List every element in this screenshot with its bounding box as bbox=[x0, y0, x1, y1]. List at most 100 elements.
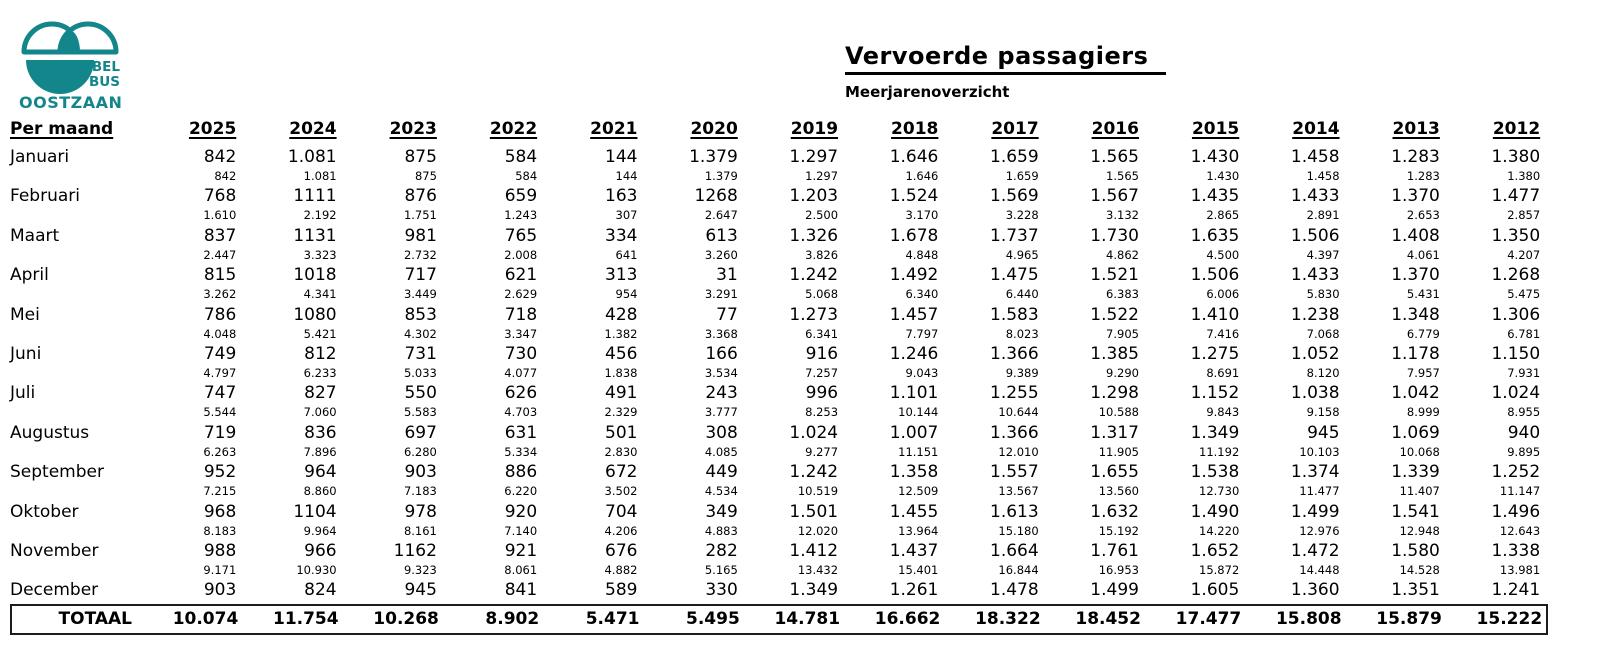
year-header: 2014 bbox=[1292, 119, 1340, 139]
value-cell: 1.360 bbox=[1290, 580, 1340, 601]
cumulative-cell: 3.826 bbox=[805, 247, 839, 262]
logo-text-bus: BUS bbox=[89, 74, 120, 90]
cumulative-cell: 11.905 bbox=[1098, 444, 1139, 459]
value-cell: 1.659 bbox=[990, 147, 1039, 167]
value-cell: 1.024 bbox=[1491, 383, 1541, 404]
cumulative-cell: 4.061 bbox=[1406, 247, 1440, 262]
value-cell: 824 bbox=[304, 580, 337, 601]
value-cell: 1.632 bbox=[1090, 501, 1139, 522]
month-row: Juni 749 812 731 730 456 166 916 1.246 1.366 1.385… bbox=[10, 342, 1548, 367]
total-value-cell: 11.754 bbox=[272, 609, 339, 630]
value-cell: 308 bbox=[705, 422, 738, 443]
cumulative-spacer bbox=[10, 288, 140, 302]
cumulative-spacer bbox=[10, 367, 140, 381]
cumulative-cell: 16.844 bbox=[998, 562, 1039, 577]
total-value-cell: 17.477 bbox=[1175, 609, 1242, 630]
cumulative-cell: 12.948 bbox=[1399, 523, 1440, 538]
value-cell: 747 bbox=[203, 383, 237, 404]
cumulative-cell: 5.421 bbox=[303, 326, 337, 341]
cumulative-row: 3.262 4.341 3.449 2.629 954 3.291 5.068 6.340 6.… bbox=[10, 288, 1548, 302]
cumulative-cell: 10.103 bbox=[1299, 444, 1340, 459]
value-cell: 1.242 bbox=[789, 265, 839, 286]
value-cell: 964 bbox=[304, 462, 337, 483]
value-cell: 1.350 bbox=[1491, 225, 1541, 246]
cumulative-spacer bbox=[10, 485, 140, 499]
value-cell: 903 bbox=[203, 580, 237, 601]
value-cell: 1.455 bbox=[889, 501, 939, 522]
value-cell: 1.565 bbox=[1090, 147, 1139, 167]
value-cell: 1.380 bbox=[1491, 147, 1541, 167]
total-value-cell: 10.074 bbox=[172, 609, 239, 630]
value-cell: 1.042 bbox=[1391, 383, 1440, 404]
value-cell: 875 bbox=[404, 147, 437, 167]
year-header: 2013 bbox=[1392, 119, 1440, 139]
value-cell: 1.298 bbox=[1090, 383, 1139, 404]
cumulative-cell: 2.647 bbox=[704, 208, 738, 223]
value-cell: 1.351 bbox=[1391, 580, 1440, 601]
value-cell: 1111 bbox=[293, 186, 337, 207]
value-cell: 1.255 bbox=[990, 383, 1039, 404]
year-header: 2015 bbox=[1191, 119, 1240, 139]
month-row: Maart 837 1131 981 765 334 613 1.326 1.678 1.737 1… bbox=[10, 224, 1548, 249]
value-cell: 719 bbox=[203, 422, 237, 443]
cumulative-cell: 4.965 bbox=[1005, 247, 1039, 262]
value-cell: 282 bbox=[705, 540, 738, 561]
year-header: 2018 bbox=[891, 119, 939, 139]
title-block: Vervoerde passagiers Meerjarenoverzicht bbox=[845, 42, 1167, 101]
cumulative-cell: 12.643 bbox=[1499, 523, 1541, 538]
value-cell: 1.477 bbox=[1491, 186, 1541, 207]
value-cell: 1080 bbox=[293, 304, 337, 325]
month-label: September bbox=[10, 462, 104, 483]
total-value-cell: 5.495 bbox=[686, 609, 740, 630]
cumulative-cell: 1.659 bbox=[1005, 169, 1039, 183]
total-value-cell: 14.781 bbox=[774, 609, 841, 630]
value-cell: 1.241 bbox=[1491, 580, 1541, 601]
cumulative-cell: 13.567 bbox=[998, 484, 1039, 499]
cumulative-cell: 9.895 bbox=[1507, 444, 1541, 459]
value-cell: 1.506 bbox=[1290, 225, 1340, 246]
cumulative-cell: 4.883 bbox=[704, 523, 738, 538]
total-value-cell: 18.452 bbox=[1075, 609, 1141, 630]
value-cell: 1.652 bbox=[1190, 540, 1240, 561]
cumulative-cell: 13.560 bbox=[1098, 484, 1139, 499]
value-cell: 717 bbox=[404, 265, 437, 286]
cumulative-cell: 5.544 bbox=[203, 405, 237, 420]
value-cell: 1.522 bbox=[1090, 304, 1139, 325]
cumulative-cell: 3.368 bbox=[704, 326, 738, 341]
cumulative-cell: 842 bbox=[214, 169, 237, 183]
value-cell: 349 bbox=[705, 501, 738, 522]
value-cell: 243 bbox=[705, 383, 738, 404]
total-value-cell: 16.662 bbox=[874, 609, 941, 630]
value-cell: 1104 bbox=[293, 501, 337, 522]
cumulative-cell: 2.891 bbox=[1306, 208, 1340, 223]
cumulative-cell: 7.183 bbox=[403, 484, 437, 499]
cumulative-cell: 1.297 bbox=[805, 169, 839, 183]
cumulative-cell: 1.379 bbox=[704, 169, 738, 183]
month-row: September 952 964 903 886 672 449 1.242 1.358 1.5… bbox=[10, 460, 1548, 485]
value-cell: 1.203 bbox=[789, 186, 839, 207]
total-value-cell: 18.322 bbox=[975, 609, 1041, 630]
value-cell: 812 bbox=[304, 343, 337, 364]
cumulative-cell: 6.340 bbox=[905, 287, 939, 302]
value-cell: 988 bbox=[203, 540, 237, 561]
cumulative-cell: 12.509 bbox=[898, 484, 939, 499]
year-header: 2023 bbox=[389, 119, 437, 139]
belbus-oostzaan-logo: BEL BUS OOSTZAAN bbox=[18, 8, 124, 112]
value-cell: 1.541 bbox=[1391, 501, 1440, 522]
value-cell: 1.635 bbox=[1190, 225, 1240, 246]
value-cell: 1.349 bbox=[1190, 422, 1240, 443]
month-row: Januari 842 1.081 875 584 144 1.379 1.297 1.646 1… bbox=[10, 145, 1548, 170]
value-cell: 841 bbox=[504, 580, 538, 601]
value-cell: 1.730 bbox=[1090, 225, 1139, 246]
value-cell: 77 bbox=[716, 304, 738, 325]
value-cell: 952 bbox=[203, 462, 237, 483]
month-label: Februari bbox=[10, 186, 80, 207]
cumulative-cell: 4.882 bbox=[604, 562, 638, 577]
year-header: 2017 bbox=[991, 119, 1039, 139]
cumulative-cell: 3.170 bbox=[905, 208, 939, 223]
value-cell: 1.430 bbox=[1190, 147, 1240, 167]
cumulative-cell: 2.447 bbox=[203, 247, 237, 262]
cumulative-spacer bbox=[10, 328, 140, 342]
value-cell: 491 bbox=[605, 383, 638, 404]
value-cell: 1.150 bbox=[1491, 343, 1541, 364]
